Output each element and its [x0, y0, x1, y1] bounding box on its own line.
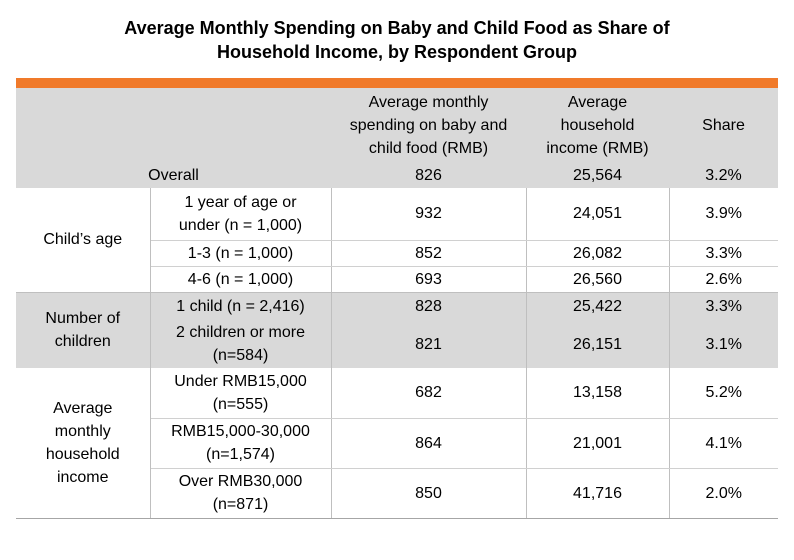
- table-row: 1-3 (n = 1,000) 852 26,082 3.3%: [16, 240, 778, 267]
- title-line-1: Average Monthly Spending on Baby and Chi…: [124, 18, 670, 38]
- row-spending: 682: [331, 368, 527, 419]
- spending-table: Average monthly spending on baby and chi…: [16, 88, 778, 519]
- row-label: Over RMB30,000 (n=871): [150, 468, 332, 519]
- table-row-overall: Overall 826 25,564 3.2%: [16, 163, 778, 188]
- row-spending: 852: [331, 240, 527, 267]
- row-income: 41,716: [526, 468, 670, 519]
- group-label-age: Child’s age: [16, 188, 151, 293]
- row-income: 21,001: [526, 418, 670, 469]
- table-row: 2 children or more (n=584) 821 26,151 3.…: [16, 320, 778, 368]
- header-income: Average household income (RMB): [526, 88, 669, 163]
- row-income: 26,151: [526, 320, 670, 368]
- table-title: Average Monthly Spending on Baby and Chi…: [0, 16, 794, 64]
- row-label: 1 year of age or under (n = 1,000): [150, 188, 332, 241]
- row-income: 24,051: [526, 188, 670, 241]
- accent-bar: [16, 78, 778, 88]
- row-share: 2.0%: [669, 468, 778, 519]
- row-label: RMB15,000-30,000 (n=1,574): [150, 418, 332, 469]
- row-share: 3.1%: [669, 320, 778, 368]
- row-spending: 828: [331, 292, 527, 320]
- row-income: 26,560: [526, 266, 670, 293]
- row-share: 2.6%: [669, 266, 778, 293]
- row-spending: 693: [331, 266, 527, 293]
- row-label: 1 child (n = 2,416): [150, 292, 332, 320]
- table-row: Number of children 1 child (n = 2,416) 8…: [16, 292, 778, 368]
- row-share: 3.3%: [669, 240, 778, 267]
- row-income: 25,422: [526, 292, 670, 320]
- title-line-2: Household Income, by Respondent Group: [216, 42, 578, 62]
- header-row: Average monthly spending on baby and chi…: [16, 88, 778, 163]
- row-spending: 821: [331, 320, 527, 368]
- header-spending: Average monthly spending on baby and chi…: [331, 88, 526, 163]
- row-label: 1-3 (n = 1,000): [150, 240, 332, 267]
- table-row: Child’s age 1 year of age or under (n = …: [16, 188, 778, 293]
- group-label-children: Number of children: [16, 292, 151, 368]
- row-income: 13,158: [526, 368, 670, 419]
- row-share: 4.1%: [669, 418, 778, 469]
- row-income: 26,082: [526, 240, 670, 267]
- row-share: 3.9%: [669, 188, 778, 241]
- table-row: 4-6 (n = 1,000) 693 26,560 2.6%: [16, 266, 778, 293]
- row-share: 5.2%: [669, 368, 778, 419]
- row-label: Under RMB15,000 (n=555): [150, 368, 332, 419]
- table-row: Over RMB30,000 (n=871) 850 41,716 2.0%: [16, 468, 778, 519]
- row-spending: 850: [331, 468, 527, 519]
- row-label: 4-6 (n = 1,000): [150, 266, 332, 293]
- header-share: Share: [669, 88, 778, 163]
- group-label-income: Average monthly household income: [16, 368, 151, 519]
- overall-income: 25,564: [526, 163, 669, 188]
- overall-share: 3.2%: [669, 163, 778, 188]
- table-row: Average monthly household income Under R…: [16, 368, 778, 519]
- overall-spending: 826: [331, 163, 526, 188]
- row-spending: 932: [331, 188, 527, 241]
- row-spending: 864: [331, 418, 527, 469]
- table-row: RMB15,000-30,000 (n=1,574) 864 21,001 4.…: [16, 418, 778, 469]
- header-subgroup: [150, 88, 331, 163]
- row-label: 2 children or more (n=584): [150, 320, 332, 368]
- header-group: [16, 88, 150, 163]
- row-share: 3.3%: [669, 292, 778, 320]
- overall-label: Overall: [16, 163, 331, 188]
